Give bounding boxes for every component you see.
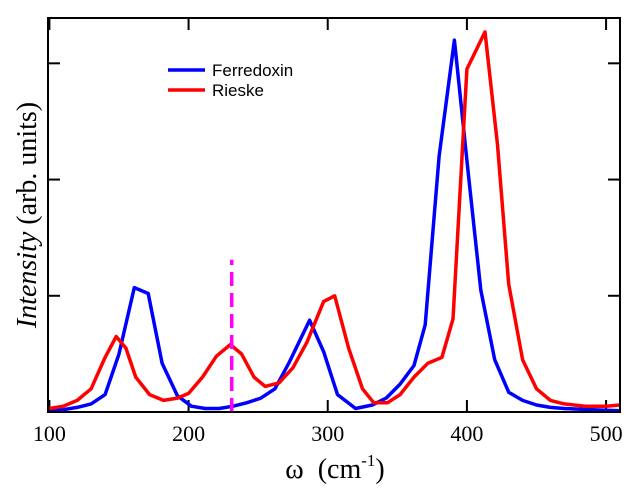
legend-label: Ferredoxin — [212, 61, 293, 80]
y-label-rest: (arb. units) — [12, 102, 43, 225]
series-line — [49, 30, 621, 411]
x-label-close: ) — [375, 454, 384, 485]
x-tick-label: 300 — [311, 421, 344, 446]
x-tick-label: 500 — [590, 421, 623, 446]
y-axis-label: Intensity (arb. units) — [12, 102, 43, 329]
legend-label: Rieske — [212, 81, 264, 100]
series-line — [49, 38, 621, 413]
x-label-symbol: ω — [285, 454, 303, 485]
x-axis-label: ω (cm-1) — [285, 451, 384, 485]
x-label-unit: (cm — [318, 454, 362, 485]
x-tick-label: 200 — [172, 421, 205, 446]
x-tick-label: 100 — [33, 421, 66, 446]
x-tick-label: 400 — [450, 421, 483, 446]
plot-frame — [47, 17, 621, 413]
y-label-emphasis: Intensity — [12, 231, 43, 329]
x-label-exponent: -1 — [361, 451, 375, 470]
